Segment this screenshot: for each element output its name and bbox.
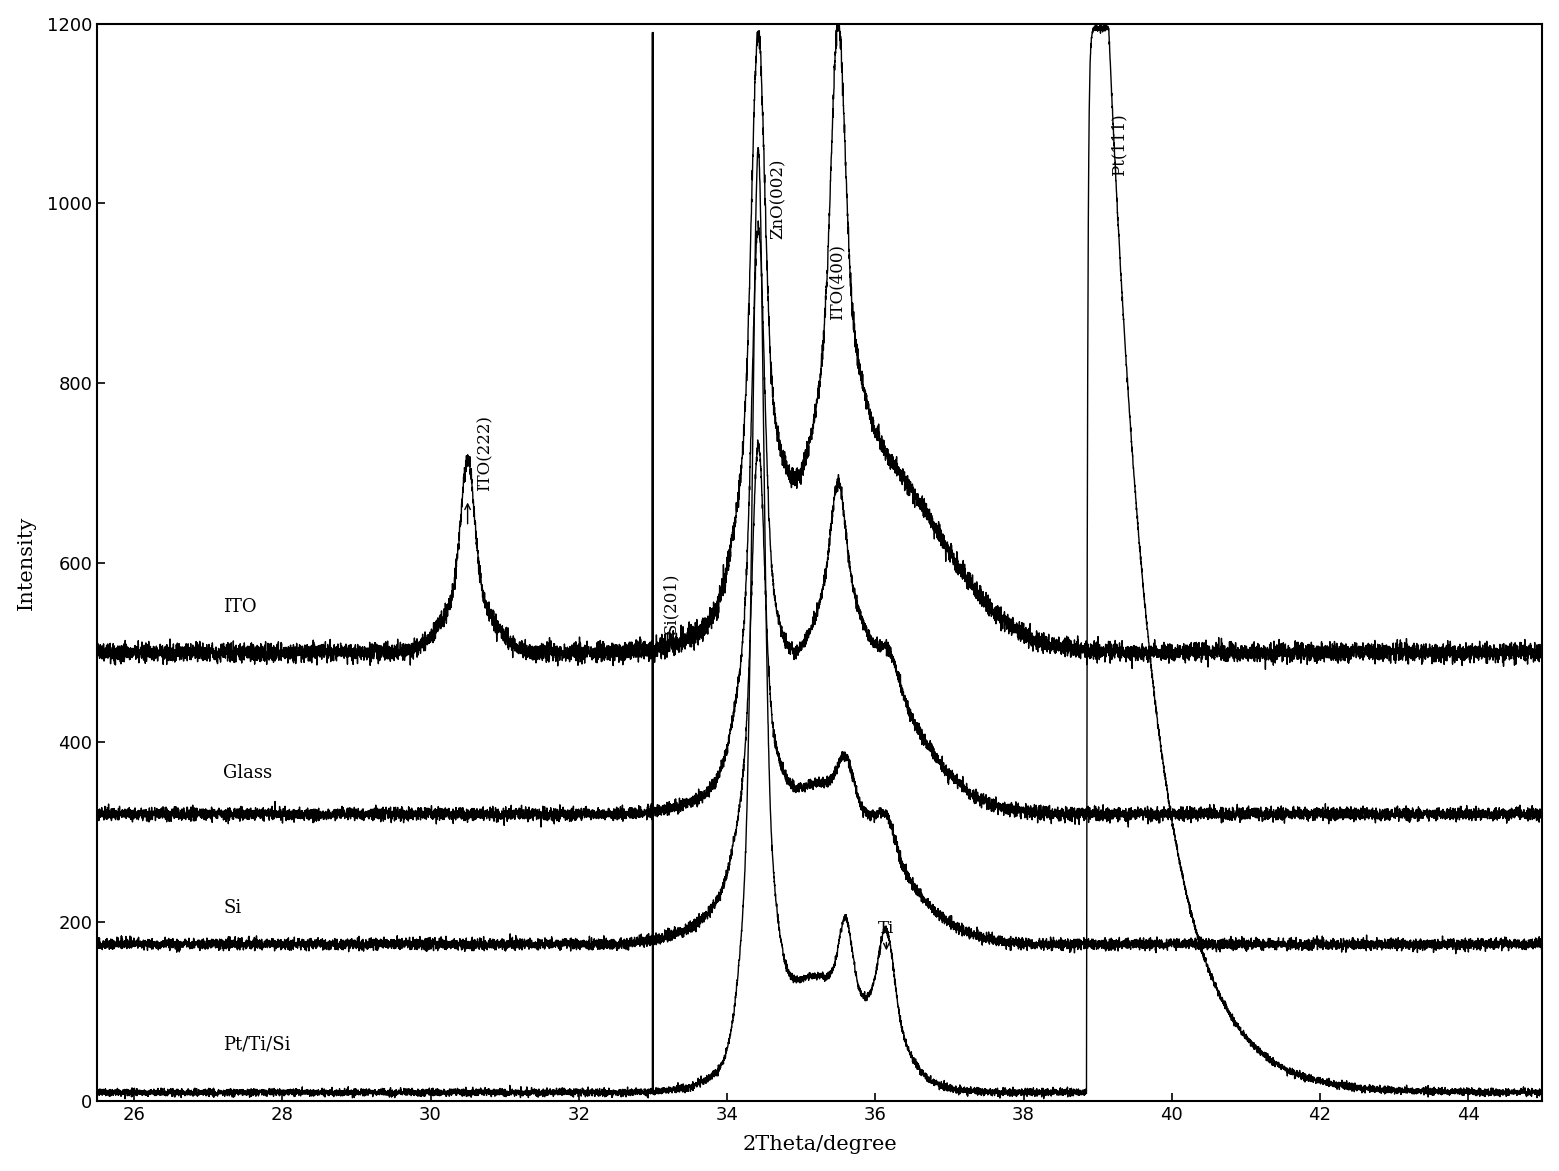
Text: Si(201): Si(201)	[663, 573, 678, 635]
Text: Pt(111): Pt(111)	[1110, 114, 1127, 177]
Text: Si: Si	[223, 899, 242, 917]
Y-axis label: Intensity: Intensity	[17, 515, 36, 610]
Text: ITO(222): ITO(222)	[477, 415, 494, 491]
Text: Glass: Glass	[223, 763, 273, 782]
X-axis label: 2Theta/degree: 2Theta/degree	[742, 1136, 896, 1155]
Text: Pt/Ti/Si: Pt/Ti/Si	[223, 1035, 290, 1053]
Text: ITO(400): ITO(400)	[828, 244, 845, 320]
Text: ZnO(002): ZnO(002)	[769, 159, 786, 239]
Text: Ti: Ti	[878, 920, 895, 937]
Text: ITO: ITO	[223, 598, 257, 616]
